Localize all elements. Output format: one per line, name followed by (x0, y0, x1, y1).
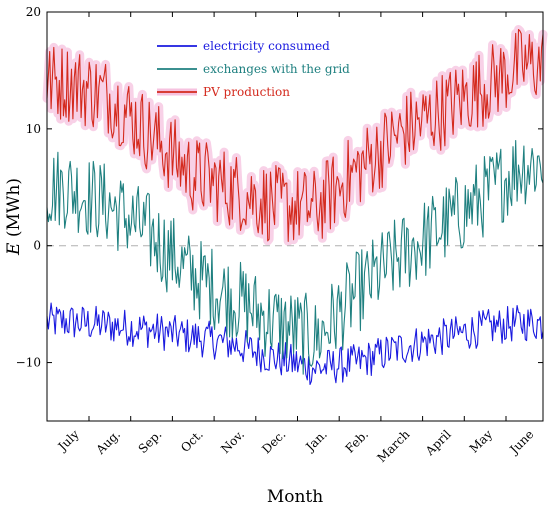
x-tick-label: April (422, 427, 454, 459)
x-tick-label: Nov. (218, 427, 247, 456)
x-tick-label: May (467, 427, 496, 456)
legend-label-exchanges-with-the-grid: exchanges with the grid (203, 62, 350, 76)
y-tick-label: −10 (16, 356, 41, 370)
x-tick-label: Oct. (178, 427, 206, 455)
y-axis-title-unit: (MWh) (4, 178, 24, 243)
x-tick-label: Jan. (302, 427, 330, 455)
x-axis-title: Month (267, 487, 323, 507)
y-tick-label: 10 (26, 122, 41, 136)
legend-label-electricity-consumed: electricity consumed (203, 39, 330, 53)
y-axis-title: E (MWh) (4, 178, 24, 256)
x-tick-label: June (506, 427, 537, 458)
x-tick-label: Aug. (93, 427, 123, 457)
y-tick-label: 0 (33, 239, 41, 253)
series-layer (46, 28, 544, 386)
legend-label-pv-production: PV production (203, 85, 290, 99)
x-tick-label: Sep. (136, 427, 165, 456)
y-axis-title-variable: E (4, 242, 24, 256)
plot-area-frame (46, 11, 544, 422)
series-line-electricity-consumed (46, 302, 544, 386)
series-line-pv-production (46, 28, 544, 242)
x-tick-label: Feb. (343, 427, 371, 455)
x-tick-label: Dec. (259, 427, 288, 456)
y-tick-label: 20 (26, 5, 41, 19)
series-line-exchanges-with-the-grid (46, 139, 544, 375)
x-tick-label: July (54, 427, 82, 455)
x-tick-label: March (375, 427, 413, 465)
legend: electricity consumed exchanges with the g… (157, 39, 350, 99)
